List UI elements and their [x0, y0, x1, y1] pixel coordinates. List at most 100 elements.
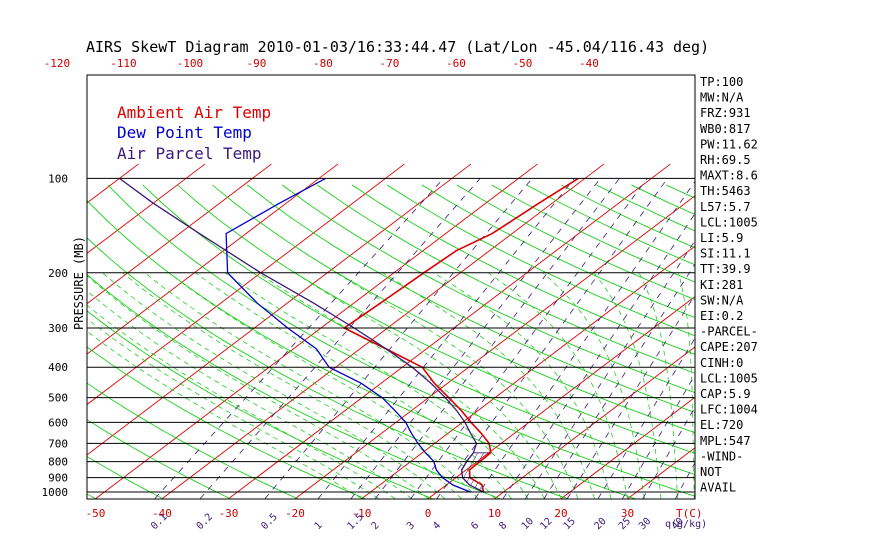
- mixing-ratio-line: [566, 294, 695, 499]
- dry-adiabat: [351, 184, 695, 355]
- moist-adiabat: [336, 272, 579, 499]
- index-entry: L57:5.7: [700, 200, 751, 214]
- dry-adiabat: [87, 237, 568, 499]
- index-entry: SW:N/A: [700, 293, 744, 307]
- isotherm-line: [87, 163, 472, 456]
- moist-adiabat: [542, 272, 645, 499]
- dry-adiabat: [0, 185, 28, 499]
- bottom-temp-tick: 30: [621, 507, 634, 520]
- dry-adiabat: [212, 184, 695, 434]
- mixing-ratio-line: [642, 406, 695, 499]
- mixing-ratio-line: [597, 337, 695, 499]
- dry-adiabat: [771, 185, 870, 499]
- mixing-ratio-line: [317, 178, 575, 499]
- pressure-tick-label: 300: [48, 322, 68, 335]
- dry-adiabat: [841, 185, 870, 499]
- bottom-temp-tick: 10: [488, 507, 501, 520]
- pressure-tick-label: 900: [48, 472, 68, 485]
- moist-adiabat: [87, 304, 396, 499]
- dry-adiabat: [142, 184, 695, 475]
- moist-adiabat: [87, 275, 429, 499]
- dry-adiabat: [282, 184, 695, 394]
- mixing-ratio-line: [622, 374, 695, 499]
- mixing-ratio-tick: 3: [405, 520, 417, 532]
- index-entry: CINH:0: [700, 356, 743, 370]
- top-temp-tick: -110: [110, 57, 137, 70]
- bottom-temp-tick: -50: [86, 507, 106, 520]
- moist-adiabat: [122, 272, 462, 499]
- moist-adiabat: [487, 272, 629, 499]
- mixing-ratio-line: [474, 180, 695, 499]
- moist-adiabat: [294, 272, 562, 499]
- index-entry: EL:720: [700, 418, 743, 432]
- moist-adiabat: [382, 272, 595, 499]
- mixing-ratio-tick: 1: [313, 520, 325, 532]
- index-entry: -PARCEL-: [700, 325, 758, 339]
- pressure-tick-label: 500: [48, 392, 68, 405]
- dry-adiabat: [666, 184, 695, 199]
- series-air-parcel-temp: [119, 177, 484, 493]
- isotherm-line: [87, 163, 405, 406]
- dry-adiabat: [87, 310, 433, 499]
- isotherm-line: [294, 195, 695, 499]
- bottom-temp-tick: -40: [152, 507, 172, 520]
- dry-adiabat: [247, 184, 695, 413]
- mixing-ratio-tick: 30: [637, 516, 653, 532]
- mixing-ratio-tick: 20: [592, 516, 608, 532]
- dry-adiabat: [806, 185, 870, 499]
- index-entry: AVAIL: [700, 481, 736, 495]
- isotherm-line: [761, 164, 870, 499]
- top-temp-tick: -80: [313, 57, 333, 70]
- mixing-ratio-tick: 0.5: [259, 512, 280, 533]
- moist-adiabat: [224, 272, 529, 499]
- top-temp-tick: -100: [177, 57, 204, 70]
- mixing-ratio-tick: 4: [431, 520, 443, 532]
- mixing-ratio-line: [543, 263, 695, 499]
- moist-adiabat: [144, 272, 479, 499]
- index-entry: NOT: [700, 465, 722, 479]
- index-entry: CAPE:207: [700, 340, 758, 354]
- index-entry: PW:11.62: [700, 137, 758, 151]
- dry-adiabat: [456, 184, 695, 301]
- index-entry: CAP:5.9: [700, 387, 751, 401]
- dry-adiabat: [87, 199, 635, 499]
- dry-adiabat: [87, 493, 96, 499]
- mixing-ratio-tick: 12: [538, 516, 554, 532]
- mixing-ratio-line: [375, 178, 620, 499]
- grid-lines: [0, 163, 870, 499]
- dry-adiabat: [491, 184, 695, 283]
- index-entry: SI:11.1: [700, 247, 751, 261]
- moist-adiabat: [87, 330, 362, 499]
- moist-adiabat: [87, 318, 379, 499]
- bottom-temp-tick: -10: [352, 507, 372, 520]
- legend: Ambient Air Temp Dew Point Temp Air Parc…: [117, 103, 271, 163]
- dry-adiabat: [316, 184, 695, 374]
- isotherm-line: [87, 163, 272, 305]
- index-entry: MW:N/A: [700, 91, 744, 105]
- isotherm-line: [87, 163, 339, 355]
- pressure-tick-label: 100: [48, 172, 68, 185]
- mixing-ratio-line: [199, 178, 481, 499]
- mixing-unit-label: q(g/kg): [665, 519, 707, 530]
- dry-adiabat: [87, 273, 501, 499]
- pressure-tick-label: 200: [48, 267, 68, 280]
- moist-adiabat: [87, 290, 412, 499]
- mixing-ratio-tick: 8: [497, 520, 509, 532]
- mixing-ratio-tick: 10: [520, 516, 536, 532]
- mixing-ratio-line: [525, 239, 695, 499]
- dry-adiabat: [526, 184, 695, 266]
- plot-frame: [86, 74, 696, 500]
- mixing-ratio-line: [350, 178, 601, 499]
- index-entry: LFC:1004: [700, 403, 758, 417]
- moist-adiabat: [678, 272, 695, 499]
- dry-adiabat: [87, 382, 298, 499]
- moist-adiabat: [593, 272, 662, 499]
- dry-adiabat: [87, 419, 231, 499]
- mixing-ratio-line: [154, 178, 444, 499]
- isotherm-line: [161, 163, 605, 499]
- chart-title: AIRS SkewT Diagram 2010-01-03/16:33:44.4…: [86, 38, 709, 56]
- temp-unit-label: T(C): [676, 507, 703, 520]
- index-entry: FRZ:931: [700, 106, 751, 120]
